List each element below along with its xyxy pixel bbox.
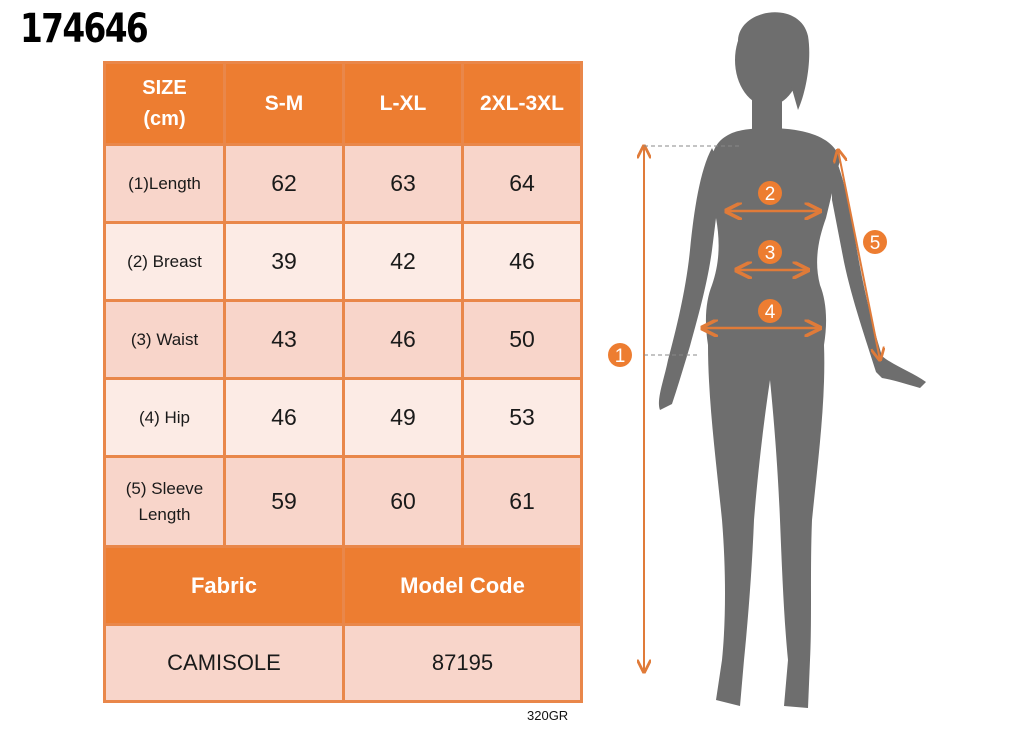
marker-2: 2 <box>758 181 782 205</box>
cell-breast-l-xl: 42 <box>342 221 464 302</box>
cell-hip-s-m: 46 <box>223 377 345 458</box>
cell-hip-2xl-3xl: 53 <box>461 377 583 458</box>
model-code-label: Model Code <box>342 545 583 626</box>
size-header-line2: (cm) <box>143 107 186 130</box>
table-row-waist: (3) Waist 43 46 50 <box>103 299 583 380</box>
weight-label: 320GR <box>527 708 569 723</box>
marker-3-label: 3 <box>765 243 776 264</box>
info-value-row: CAMISOLE 87195 <box>103 623 583 703</box>
row-label-length: (1)Length <box>103 143 226 224</box>
marker-5-label: 5 <box>870 233 881 254</box>
woman-silhouette <box>658 12 926 708</box>
cell-sleeve-2xl-3xl: 61 <box>461 455 583 548</box>
size-unit-header: SIZE (cm) <box>103 61 226 146</box>
cell-breast-s-m: 39 <box>223 221 345 302</box>
row-label-sleeve-line2: Length <box>138 504 191 524</box>
size-header-line1: SIZE <box>142 76 187 99</box>
cell-length-2xl-3xl: 64 <box>461 143 583 224</box>
row-label-hip: (4) Hip <box>103 377 226 458</box>
sleeve-measure-line <box>838 150 880 360</box>
cell-waist-s-m: 43 <box>223 299 345 380</box>
row-label-breast: (2) Breast <box>103 221 226 302</box>
row-label-waist: (3) Waist <box>103 299 226 380</box>
fabric-label: Fabric <box>103 545 345 626</box>
marker-1-label: 1 <box>615 346 626 367</box>
info-header-row: Fabric Model Code <box>103 545 583 626</box>
size-chart-table: SIZE (cm) S-M L-XL 2XL-3XL (1)Length 62 … <box>103 61 583 703</box>
table-row-hip: (4) Hip 46 49 53 <box>103 377 583 458</box>
size-header-row: SIZE (cm) S-M L-XL 2XL-3XL <box>103 61 583 146</box>
marker-1: 1 <box>608 343 632 367</box>
marker-5: 5 <box>863 230 887 254</box>
body-silhouette-diagram: 1 2 3 4 5 <box>608 12 926 708</box>
cell-hip-l-xl: 49 <box>342 377 464 458</box>
table-row-length: (1)Length 62 63 64 <box>103 143 583 224</box>
model-code-value: 87195 <box>342 623 583 703</box>
cell-sleeve-s-m: 59 <box>223 455 345 548</box>
fabric-value: CAMISOLE <box>103 623 345 703</box>
table-row-sleeve-length: (5) Sleeve Length 59 60 61 <box>103 455 583 548</box>
size-header-s-m: S-M <box>223 61 345 146</box>
size-header-2xl-3xl: 2XL-3XL <box>461 61 583 146</box>
row-label-sleeve-line1: (5) Sleeve <box>125 478 204 498</box>
marker-4: 4 <box>758 299 782 323</box>
marker-4-label: 4 <box>765 302 776 323</box>
cell-breast-2xl-3xl: 46 <box>461 221 583 302</box>
table-row-breast: (2) Breast 39 42 46 <box>103 221 583 302</box>
cell-waist-2xl-3xl: 50 <box>461 299 583 380</box>
size-header-l-xl: L-XL <box>342 61 464 146</box>
product-code: 174646 <box>20 6 149 52</box>
cell-sleeve-l-xl: 60 <box>342 455 464 548</box>
row-label-sleeve-length: (5) Sleeve Length <box>103 455 226 548</box>
cell-length-s-m: 62 <box>223 143 345 224</box>
cell-length-l-xl: 63 <box>342 143 464 224</box>
cell-waist-l-xl: 46 <box>342 299 464 380</box>
marker-2-label: 2 <box>765 184 776 205</box>
marker-3: 3 <box>758 240 782 264</box>
